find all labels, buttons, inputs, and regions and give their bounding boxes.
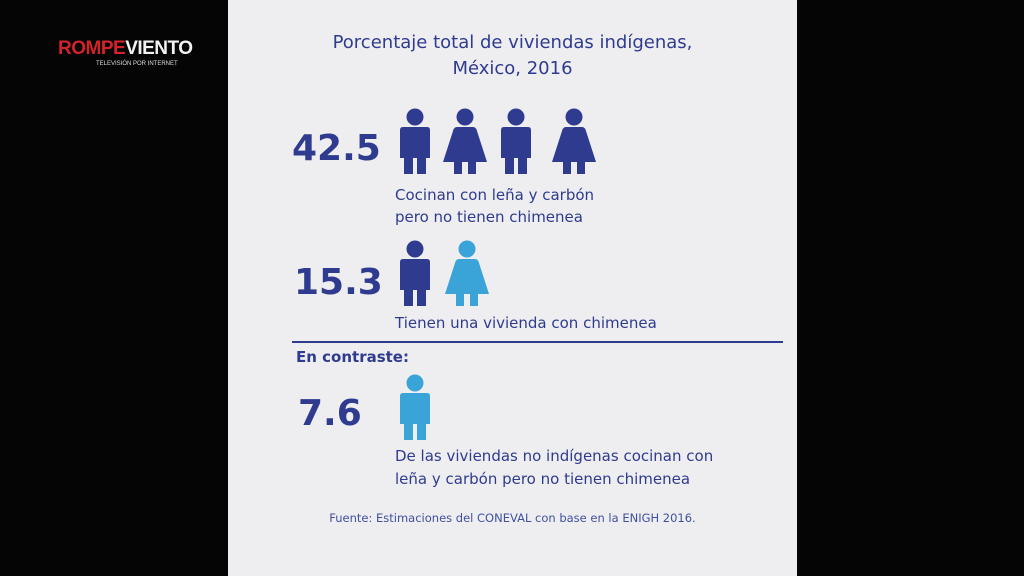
man-icon <box>496 108 536 174</box>
woman-icon <box>442 108 488 174</box>
description: pero no tienen chimenea <box>395 208 583 226</box>
logo-white: VIENTO <box>125 38 193 59</box>
logo: ROMPEVIENTO TELEVISIÓN POR INTERNET <box>58 38 193 67</box>
woman-icon <box>551 108 597 174</box>
value: 7.6 <box>298 393 362 434</box>
logo-tagline: TELEVISIÓN POR INTERNET <box>96 61 178 67</box>
description: Tienen una vivienda con chimenea <box>395 314 657 332</box>
source: Fuente: Estimaciones del CONEVAL con bas… <box>329 511 696 525</box>
half-man-icon <box>395 374 435 440</box>
man-icon <box>395 240 435 306</box>
infographic: Porcentaje total de viviendas indígenas,… <box>228 0 797 576</box>
half-woman-icon <box>444 240 490 306</box>
man-icon <box>395 108 435 174</box>
description: Cocinan con leña y carbón <box>395 186 595 204</box>
divider <box>292 341 783 343</box>
description: De las viviendas no indígenas cocinan co… <box>395 447 714 465</box>
description: leña y carbón pero no tienen chimenea <box>395 470 691 488</box>
logo-red: ROMPE <box>58 38 126 59</box>
value: 15.3 <box>294 262 383 303</box>
title-line: Porcentaje total de viviendas indígenas, <box>332 32 693 53</box>
title-line: México, 2016 <box>452 58 573 79</box>
value: 42.5 <box>292 128 381 169</box>
contrast-label: En contraste: <box>296 348 409 366</box>
